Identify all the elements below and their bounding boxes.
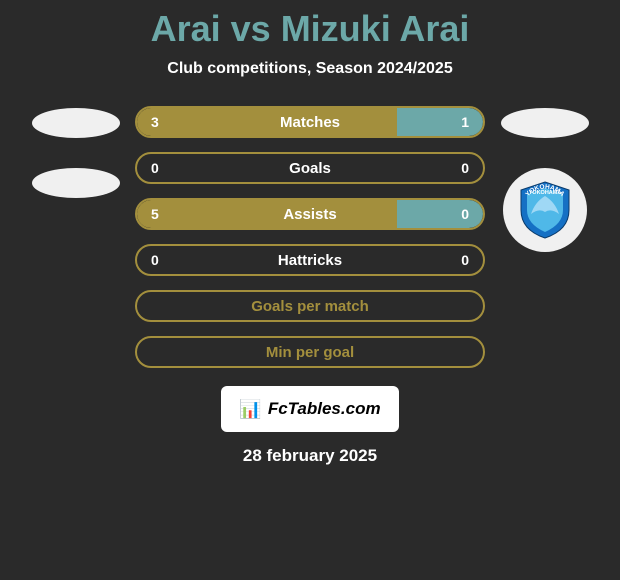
stat-value-right: 0 [461, 252, 469, 268]
stat-label: Assists [283, 206, 336, 223]
stat-label: Goals per match [251, 298, 369, 315]
stat-fill-left [137, 108, 397, 136]
stat-row-matches: 3 Matches 1 [135, 106, 485, 138]
right-avatar-column: YOKOHAMA YOKOHAMA [497, 106, 592, 252]
svg-text:YOKOHAMA: YOKOHAMA [528, 190, 561, 196]
left-avatar-column [28, 106, 123, 198]
player1-avatar-placeholder [32, 108, 120, 138]
brand-badge[interactable]: 📊 FcTables.com [221, 386, 399, 432]
player1-avatar-placeholder-2 [32, 168, 120, 198]
stat-value-right: 0 [461, 160, 469, 176]
stat-label: Min per goal [266, 344, 354, 361]
stat-fill-right [397, 200, 484, 228]
stat-row-goals-per-match: Goals per match [135, 290, 485, 322]
page-subtitle: Club competitions, Season 2024/2025 [167, 60, 452, 78]
main-content: 3 Matches 1 0 Goals 0 5 Assists 0 0 Hattricks 0 Goal… [0, 106, 620, 368]
stat-value-left: 3 [151, 114, 159, 130]
club-shield-icon: YOKOHAMA YOKOHAMA [513, 178, 577, 242]
brand-text: FcTables.com [268, 399, 381, 419]
player2-club-badge: YOKOHAMA YOKOHAMA [503, 168, 587, 252]
stat-label: Hattricks [278, 252, 342, 269]
stat-fill-right [397, 108, 484, 136]
stat-row-min-per-goal: Min per goal [135, 336, 485, 368]
player2-avatar-placeholder [501, 108, 589, 138]
stat-row-hattricks: 0 Hattricks 0 [135, 244, 485, 276]
stat-value-left: 0 [151, 252, 159, 268]
stat-value-left: 5 [151, 206, 159, 222]
chart-icon: 📊 [239, 399, 261, 420]
stat-value-left: 0 [151, 160, 159, 176]
stat-fill-left [137, 200, 397, 228]
stat-label: Matches [280, 114, 340, 131]
stat-row-assists: 5 Assists 0 [135, 198, 485, 230]
date-label: 28 february 2025 [243, 446, 377, 466]
stat-label: Goals [289, 160, 331, 177]
page-title: Arai vs Mizuki Arai [151, 8, 470, 50]
stat-row-goals: 0 Goals 0 [135, 152, 485, 184]
stat-value-right: 0 [461, 206, 469, 222]
stat-value-right: 1 [461, 114, 469, 130]
stats-column: 3 Matches 1 0 Goals 0 5 Assists 0 0 Hattricks 0 Goal… [135, 106, 485, 368]
